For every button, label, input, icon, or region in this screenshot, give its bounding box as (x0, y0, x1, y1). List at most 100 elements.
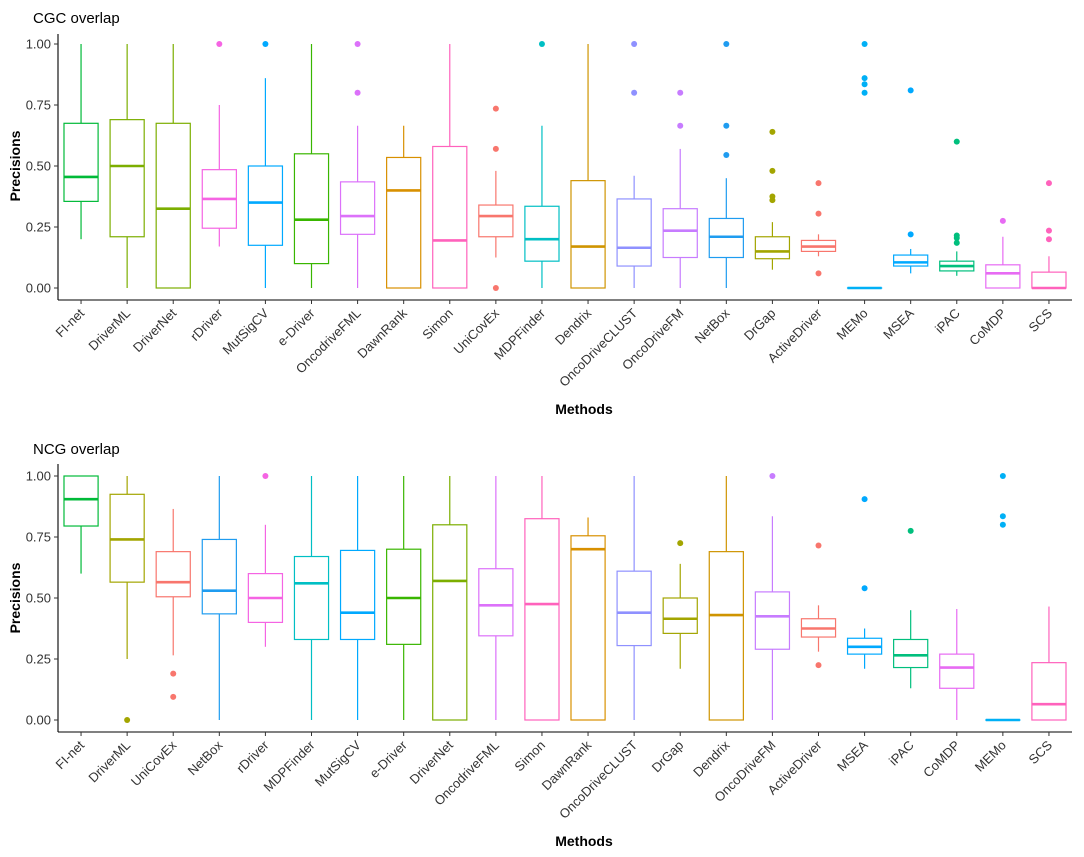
iqr-box (570, 180, 606, 289)
cgc-box-oncodrivefm (662, 89, 698, 288)
cgc-box-memo (846, 41, 883, 290)
ncg-x-tick-label: FI-net (53, 737, 88, 772)
outlier-point (815, 270, 822, 277)
cgc-box-comdp (985, 217, 1021, 289)
cgc-x-tick-label: NetBox (692, 305, 733, 346)
cgc-box-activedriver (800, 180, 837, 277)
outlier-point (815, 542, 822, 549)
ncg-box-rdriver (247, 473, 284, 647)
ncg-box-oncodrivefm (754, 473, 791, 720)
outlier-point (769, 128, 776, 135)
cgc-x-tick-label: rDriver (187, 305, 226, 344)
cgc-x-tick-label: DawnRank (354, 305, 410, 361)
outlier-point (354, 41, 361, 47)
iqr-box (293, 555, 330, 641)
ncg-x-tick-label: CoMDP (920, 738, 963, 781)
outlier-point (262, 41, 269, 47)
outlier-point (907, 231, 914, 238)
ncg-panel: NCG overlap Precisions Methods 0.00 0.25 0… (7, 441, 1072, 849)
iqr-box (339, 181, 376, 235)
cgc-box-e-driver (293, 44, 330, 288)
outlier-point (723, 122, 730, 129)
ncg-box-ipac (893, 527, 929, 689)
cgc-x-axis-label: Methods (555, 401, 613, 417)
cgc-x-tick-label: iPAC (932, 306, 963, 337)
outlier-point (631, 41, 638, 47)
iqr-box (432, 524, 468, 721)
outlier-point (861, 585, 868, 592)
outlier-point (815, 180, 822, 187)
iqr-box (985, 264, 1021, 289)
ncg-x-tick-label: Dendrix (690, 737, 733, 780)
outlier-point (769, 473, 776, 479)
outlier-point (262, 473, 269, 479)
outlier-point (861, 89, 868, 96)
ncg-y-tick-label: 0.00 (26, 713, 51, 728)
iqr-box (247, 165, 284, 246)
cgc-box-mutsigcv (247, 41, 284, 288)
outlier-point (861, 41, 868, 47)
ncg-box-memo (985, 473, 1021, 722)
iqr-box (616, 570, 652, 647)
outlier-point (354, 89, 361, 96)
ncg-x-tick-label: UniCovEx (128, 737, 180, 789)
cgc-x-tick-label: MSEA (880, 305, 917, 342)
ncg-box-comdp (939, 608, 975, 720)
ncg-panel-title: NCG overlap (33, 441, 120, 458)
cgc-y-tick-label: 0.00 (26, 281, 51, 296)
iqr-box (754, 591, 791, 650)
cgc-y-axis-label: Precisions (7, 130, 23, 201)
ncg-x-tick-label: MutSigCV (312, 737, 364, 789)
cgc-x-tick-label: DriverNet (130, 305, 180, 355)
outlier-point (815, 210, 822, 217)
iqr-box (570, 535, 606, 721)
cgc-x-tick-label: MEMo (834, 306, 871, 343)
cgc-box-unicovex (478, 105, 514, 291)
iqr-box (155, 122, 191, 289)
cgc-x-tick-label: DriverML (85, 306, 133, 354)
ncg-y-axis-label: Precisions (7, 562, 23, 633)
ncg-x-tick-label: iPAC (886, 738, 917, 769)
iqr-box (1031, 662, 1067, 721)
iqr-box (155, 551, 191, 598)
outlier-point (953, 138, 960, 145)
outlier-point (492, 285, 499, 291)
cgc-x-tick-label: SCS (1026, 305, 1056, 335)
iqr-box (662, 208, 698, 259)
cgc-box-netbox (708, 41, 744, 288)
cgc-box-mdpfinder (524, 41, 560, 288)
ncg-x-tick-label: Simon (511, 738, 548, 775)
ncg-box-dawnrank (570, 517, 606, 721)
ncg-x-axis-label: Methods (555, 833, 613, 849)
cgc-box-fi-net (63, 44, 99, 240)
ncg-x-tick-label: NetBox (185, 737, 226, 778)
outlier-point (953, 232, 960, 239)
ncg-x-tick-label: e-Driver (367, 737, 411, 781)
cgc-panel: CGC overlap Precisions Methods 0.00 0.25 0… (7, 10, 1072, 417)
outlier-point (723, 41, 730, 47)
cgc-box-dawnrank (386, 125, 422, 289)
ncg-x-tick-label: SCS (1026, 737, 1056, 767)
cgc-y-tick-label: 0.25 (26, 220, 51, 235)
iqr-box (616, 198, 652, 267)
ncg-x-tick-label: DriverML (85, 738, 133, 786)
outlier-point (999, 473, 1006, 479)
cgc-y-tick-label: 1.00 (26, 37, 51, 52)
ncg-y-tick-label: 1.00 (26, 469, 51, 484)
cgc-box-msea (893, 87, 929, 274)
ncg-box-mutsigcv (339, 476, 376, 720)
outlier-point (861, 75, 868, 82)
outlier-point (769, 167, 776, 174)
outlier-point (907, 527, 914, 534)
iqr-box (432, 145, 468, 289)
ncg-x-tick-label: MDPFinder (261, 737, 319, 795)
outlier-point (631, 89, 638, 96)
ncg-box-e-driver (386, 476, 422, 720)
ncg-box-activedriver (800, 542, 837, 669)
outlier-point (216, 41, 223, 47)
ncg-y-tick-label: 0.50 (26, 591, 51, 606)
cgc-x-tick-label: DrGap (741, 306, 779, 344)
ncg-box-fi-net (63, 475, 99, 574)
ncg-box-driverml (109, 476, 145, 723)
